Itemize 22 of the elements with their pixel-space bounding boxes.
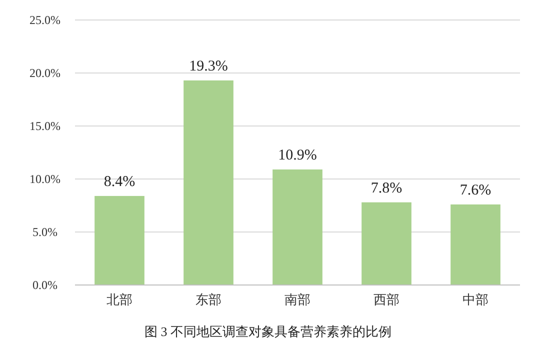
x-tick-label: 北部: [106, 292, 132, 307]
x-tick-label: 中部: [462, 292, 488, 307]
data-label: 10.9%: [278, 147, 317, 164]
y-tick-label: 25.0%: [30, 13, 60, 27]
y-tick-label: 5.0%: [32, 225, 58, 239]
text: 图 3 不同地区调查对象具备营养素养的比例: [144, 324, 392, 339]
bar: [184, 80, 234, 285]
x-tick-label: 东部: [196, 292, 222, 307]
y-tick-label: 20.0%: [30, 66, 60, 80]
y-tick-label: 0.0%: [32, 278, 58, 292]
y-tick-label: 10.0%: [30, 172, 60, 186]
data-label: 7.6%: [460, 182, 492, 198]
bar: [94, 196, 144, 285]
data-label: 19.3%: [189, 58, 228, 74]
x-tick-label: 西部: [374, 292, 400, 307]
data-label: 8.4%: [104, 174, 136, 190]
bar: [362, 202, 412, 285]
data-label: 7.8%: [370, 180, 402, 196]
bar: [272, 169, 322, 285]
y-tick-label: 15.0%: [30, 119, 60, 133]
bar: [450, 204, 500, 285]
x-tick-label: 南部: [284, 292, 310, 307]
